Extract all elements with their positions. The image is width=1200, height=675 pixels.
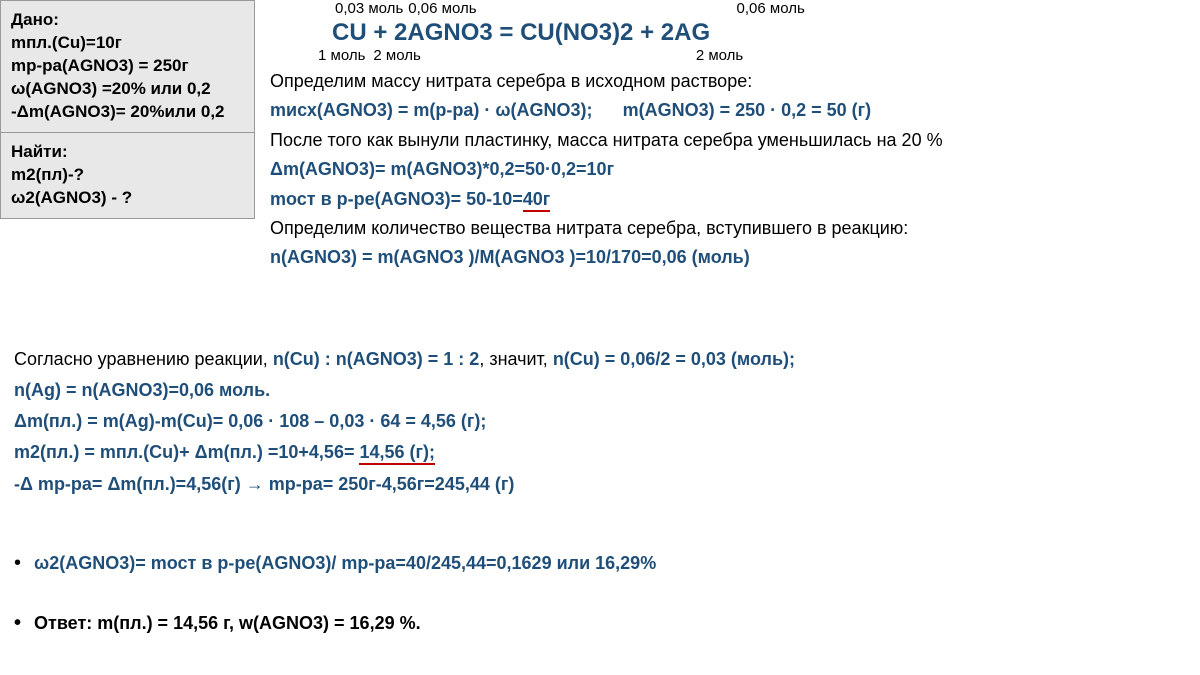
given-box: Дано: mпл.(Cu)=10г mр-ра(AGNO3) = 250г ω… [0, 0, 255, 219]
calc-part: m2(пл.) = mпл.(Cu)+ Δm(пл.) =10+4,56= [14, 442, 359, 462]
eq-top-mol: 0,03 моль 0,06 моль 0,06 моль [270, 0, 1190, 17]
calc-part: 0,06 · 108 – 0,03 · 64 = 4,56 (г); [228, 411, 486, 431]
mol-label: 0,06 моль [737, 0, 805, 17]
find-line: m2(пл)-? [11, 164, 244, 187]
text-part: , значит, [479, 349, 553, 369]
mol-label: 2 моль [696, 47, 743, 64]
find-title: Найти: [11, 141, 244, 164]
calc-line: n(AGNO3) = m(AGNO3 )/M(AGNO3 )=10/170=0,… [270, 246, 1190, 269]
find-section: Найти: m2(пл)-? ω2(AGNO3) - ? [1, 133, 254, 218]
calc-part: mисх(AGNO3) = m(р-ра) · ω(AGNO3); [270, 100, 593, 120]
given-line: mпл.(Cu)=10г [11, 32, 244, 55]
answer-text: Ответ: m(пл.) = 14,56 г, w(AGNO3) = 16,2… [34, 613, 421, 633]
eq-bot-mol: 1 моль 2 моль 2 моль [270, 47, 1190, 64]
find-line: ω2(AGNO3) - ? [11, 187, 244, 210]
calc-line: m2(пл.) = mпл.(Cu)+ Δm(пл.) =10+4,56= 14… [14, 440, 1184, 464]
calc-line: -Δ mр-ра= Δm(пл.)=4,56(г) → mр-ра= 250г-… [14, 472, 1184, 496]
calc-line: Δm(пл.) = m(Ag)-m(Cu)= 0,06 · 108 – 0,03… [14, 409, 1184, 433]
result-underlined: 40г [523, 189, 551, 212]
text-line: Согласно уравнению реакции, n(Cu) : n(AG… [14, 347, 1184, 371]
calc-part: ω2(AGNO3)= [34, 553, 151, 573]
calc-line: n(Ag) = n(AGNO3)=0,06 моль. [14, 378, 1184, 402]
given-line: ω(AGNO3) =20% или 0,2 [11, 78, 244, 101]
bullet-icon: • [14, 612, 21, 634]
calc-line: • ω2(AGNO3)= mост в р-ре(AGNO3)/ mр-ра=4… [14, 550, 1184, 577]
calc-part: -Δ mр-ра= Δm(пл.)=4,56(г) → [14, 474, 269, 494]
solution-main: 0,03 моль 0,06 моль 0,06 моль CU + 2AGNO… [270, 0, 1190, 270]
answer-line: • Ответ: m(пл.) = 14,56 г, w(AGNO3) = 16… [14, 610, 1184, 637]
calc-line: mисх(AGNO3) = m(р-ра) · ω(AGNO3); m(AGNO… [270, 99, 1190, 122]
text-line: После того как вынули пластинку, масса н… [270, 129, 1190, 152]
calc-part: n(Cu) = 0,06/2 = 0,03 (моль); [553, 349, 795, 369]
mol-label: 0,06 моль [408, 0, 476, 17]
calc-part: / mр-ра=40/245,44=0,1629 или 16,29% [331, 553, 656, 573]
calc-part: n(Cu) : n(AGNO3) = 1 : 2 [273, 349, 480, 369]
calc-part: m(AGNO3) = 250 · 0,2 = 50 (г) [623, 100, 872, 120]
text-line: Определим количество вещества нитрата се… [270, 217, 1190, 240]
given-title: Дано: [11, 9, 244, 32]
calc-line: mост в р-ре(AGNO3)= 50-10=40г [270, 188, 1190, 211]
calc-part: mост в р-ре(AGNO3) [151, 553, 332, 573]
bullet-icon: • [14, 552, 21, 574]
mol-label: 0,03 моль [335, 0, 403, 17]
chemical-equation: CU + 2AGNO3 = CU(NO3)2 + 2AG [332, 19, 1190, 47]
calc-part: mост в р-ре(AGNO3)= 50-10= [270, 189, 523, 209]
given-section: Дано: mпл.(Cu)=10г mр-ра(AGNO3) = 250г ω… [1, 1, 254, 133]
text-part: Согласно уравнению реакции, [14, 349, 273, 369]
result-underlined: 14,56 (г); [359, 442, 435, 465]
given-line: mр-ра(AGNO3) = 250г [11, 55, 244, 78]
given-line: -Δm(AGNO3)= 20%или 0,2 [11, 101, 244, 124]
mol-label: 1 моль [318, 47, 365, 64]
calc-part: mр-ра= 250г-4,56г=245,44 (г) [269, 474, 515, 494]
calc-line: Δm(AGNO3)= m(AGNO3)*0,2=50·0,2=10г [270, 158, 1190, 181]
mol-label: 2 моль [373, 47, 420, 64]
text-line: Определим массу нитрата серебра в исходн… [270, 70, 1190, 93]
calc-part: Δm(пл.) = m(Ag)-m(Cu)= [14, 411, 228, 431]
